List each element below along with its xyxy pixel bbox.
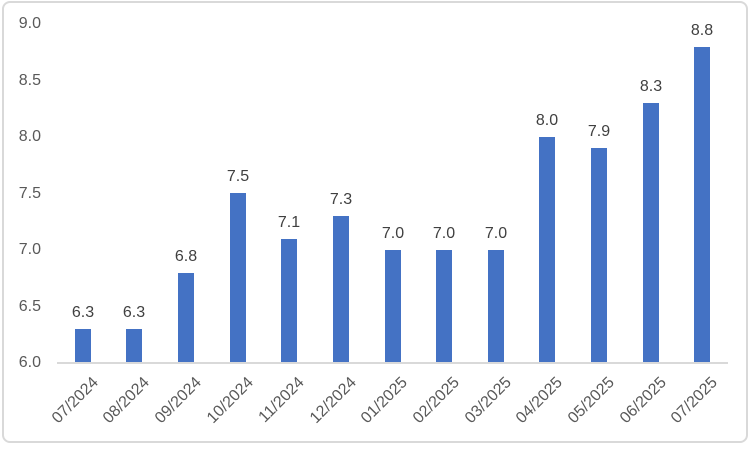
bar	[281, 239, 297, 363]
bar	[643, 103, 659, 363]
bar-data-label: 7.0	[484, 225, 508, 242]
x-axis-line	[57, 362, 728, 364]
x-axis-category-label: 07/2025	[668, 374, 722, 427]
bar-data-label: 7.1	[277, 214, 301, 231]
bar	[591, 148, 607, 363]
y-axis-tick-label: 8.0	[18, 128, 41, 145]
x-axis-category-label: 02/2025	[410, 374, 464, 427]
bar-data-label: 7.0	[381, 225, 405, 242]
x-axis-category-label: 11/2024	[255, 374, 309, 427]
bar-data-label: 7.5	[226, 168, 250, 185]
y-axis-tick-label: 7.5	[18, 184, 41, 202]
x-axis-category-label: 09/2024	[152, 374, 206, 427]
bar-data-label: 7.9	[587, 123, 611, 140]
bar	[333, 216, 349, 363]
bar	[385, 250, 401, 363]
y-axis-tick-label: 8.5	[18, 71, 41, 89]
x-axis-category-label: 06/2025	[617, 374, 671, 427]
bar	[488, 250, 504, 363]
x-axis-category-label: 12/2024	[307, 374, 361, 427]
bar	[230, 193, 246, 363]
x-axis-category-label: 07/2024	[49, 374, 103, 427]
bar-data-label: 8.8	[690, 22, 714, 39]
y-axis-tick-label: 6.0	[18, 354, 41, 371]
x-axis-category-label: 05/2025	[565, 374, 619, 427]
bar	[75, 329, 91, 363]
chart-frame	[2, 1, 748, 443]
x-axis-category-label: 08/2024	[100, 374, 154, 427]
bar	[126, 329, 142, 363]
bar-data-label: 8.0	[535, 112, 559, 129]
bar-data-label: 6.3	[71, 304, 95, 321]
bar	[694, 47, 710, 363]
y-axis-tick-label: 6.5	[18, 297, 41, 315]
y-axis-tick-label: 9.0	[18, 15, 41, 32]
bar-data-label: 6.8	[174, 248, 198, 265]
x-axis-category-label: 01/2025	[358, 374, 412, 427]
bar	[436, 250, 452, 363]
y-axis-tick-label: 7.0	[18, 241, 41, 258]
bar	[178, 273, 194, 363]
bar-data-label: 6.3	[122, 304, 146, 321]
x-axis-category-label: 10/2024	[204, 374, 258, 427]
x-axis-category-label: 04/2025	[513, 374, 567, 427]
x-axis-category-label: 03/2025	[462, 374, 516, 427]
bar	[539, 137, 555, 363]
bar-data-label: 8.3	[639, 78, 663, 95]
bar-data-label: 7.3	[329, 191, 353, 208]
bar-data-label: 7.0	[432, 225, 456, 242]
